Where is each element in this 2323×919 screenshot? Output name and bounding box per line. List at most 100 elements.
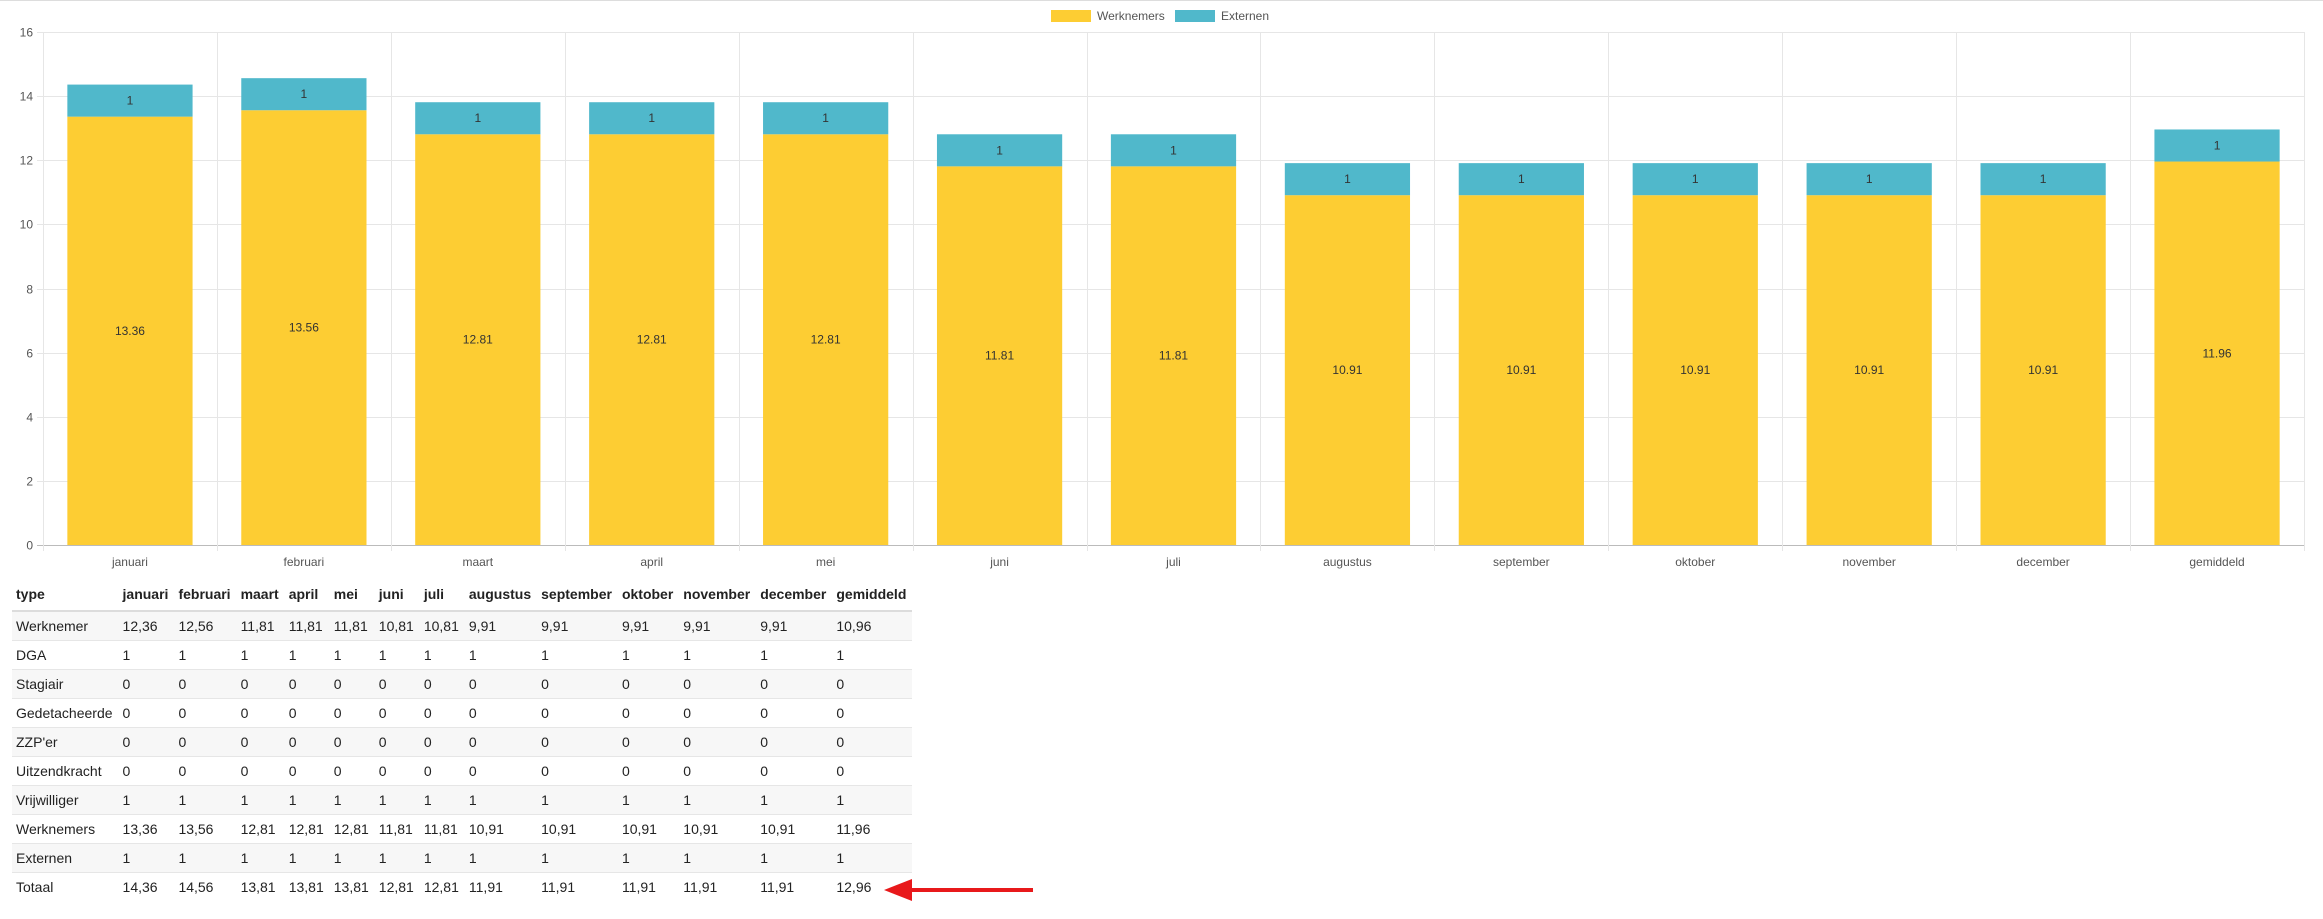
table-cell: 1 — [236, 640, 285, 670]
table-header-cell: augustus — [464, 578, 538, 612]
table-cell: 0 — [118, 669, 175, 699]
table-cell: 1 — [419, 843, 465, 873]
table-cell: 0 — [284, 698, 330, 728]
x-tick-label: augustus — [1323, 555, 1372, 569]
bar-label-werknemers: 11.81 — [1159, 349, 1188, 363]
table-cell: 1 — [679, 785, 757, 815]
table-cell: 0 — [756, 698, 833, 728]
y-tick-label: 12 — [20, 154, 34, 168]
bar-werknemers — [763, 134, 889, 546]
x-tick-label: december — [2016, 555, 2069, 569]
table-header-cell: januari — [118, 578, 175, 612]
table-cell: 1 — [374, 640, 420, 670]
table-cell: 12,81 — [419, 872, 465, 901]
bar-label-werknemers: 11.96 — [2202, 346, 2231, 360]
legend-label-externen: Externen — [1221, 9, 1269, 23]
table-cell: 0 — [756, 727, 833, 757]
table-cell: 9,91 — [756, 610, 833, 641]
table-cell: 1 — [118, 785, 175, 815]
table-cell: 10,91 — [756, 814, 833, 844]
table-cell: 0 — [679, 727, 757, 757]
table-cell: Externen — [12, 843, 119, 873]
y-tick-label: 14 — [20, 90, 34, 104]
x-tick-label: februari — [284, 555, 325, 569]
table-header-cell: oktober — [617, 578, 680, 612]
bar-label-werknemers: 10.91 — [1332, 363, 1362, 377]
table-cell: Gedetacheerde — [12, 698, 119, 728]
table-cell: 0 — [464, 727, 538, 757]
table-cell: 0 — [617, 756, 680, 786]
table-row: Vrijwilliger 1 1 1 1 1 1 1 1 1 1 1 1 1 — [12, 785, 913, 815]
y-tick-label: 0 — [26, 539, 33, 553]
table-cell: 13,81 — [284, 872, 330, 901]
table-cell: 1 — [374, 785, 420, 815]
table-cell: 12,81 — [374, 872, 420, 901]
table-cell: 0 — [464, 756, 538, 786]
table-cell: 1 — [832, 843, 913, 873]
x-tick-label: maart — [462, 555, 493, 569]
table-cell: 0 — [832, 698, 913, 728]
bar-label-werknemers: 12.81 — [463, 333, 493, 347]
table-cell: 13,81 — [329, 872, 375, 901]
table-cell: 1 — [756, 785, 833, 815]
bar-externen — [1632, 163, 1758, 196]
table-cell: 12,56 — [174, 610, 237, 641]
table-cell: Uitzendkracht — [12, 756, 119, 786]
table-cell: 0 — [617, 727, 680, 757]
table-cell: 1 — [118, 640, 175, 670]
bar-werknemers — [589, 134, 715, 546]
table-header-row: type januari februari maart april mei juni juli… — [12, 578, 913, 612]
table-cell: 12,81 — [236, 814, 285, 844]
y-tick-label: 10 — [20, 218, 34, 232]
table-header-cell: september — [537, 578, 618, 612]
bar-werknemers — [1980, 195, 2106, 545]
bar-label-werknemers: 13.36 — [115, 324, 145, 338]
table-header-cell: februari — [174, 578, 237, 612]
x-tick-label: november — [1843, 555, 1896, 569]
bar-werknemers — [241, 110, 367, 546]
table-cell: 0 — [537, 698, 618, 728]
table-header-cell: maart — [236, 578, 285, 612]
table-cell: Stagiair — [12, 669, 119, 699]
table-cell: 1 — [329, 640, 375, 670]
y-tick-label: 6 — [26, 347, 33, 361]
table-cell: 0 — [419, 698, 465, 728]
table-cell: 12,36 — [118, 610, 175, 641]
table-cell: 0 — [464, 698, 538, 728]
y-tick-label: 8 — [26, 283, 33, 297]
table-cell: 0 — [679, 756, 757, 786]
table-cell: 0 — [174, 669, 237, 699]
table-cell: 11,81 — [419, 814, 465, 844]
bar-werknemers — [415, 134, 541, 546]
bar-externen — [763, 102, 889, 135]
table-cell: 1 — [174, 640, 237, 670]
table-row: Gedetacheerde 0 0 0 0 0 0 0 0 0 0 0 0 0 — [12, 698, 913, 728]
table-cell: 13,81 — [236, 872, 285, 901]
table-cell: 11,91 — [464, 872, 538, 901]
table-cell: 10,91 — [537, 814, 618, 844]
x-tick-label: juni — [989, 555, 1009, 569]
table-cell: 1 — [284, 785, 330, 815]
table-cell: 0 — [236, 669, 285, 699]
table-header-cell: gemiddeld — [832, 578, 913, 612]
table-cell: 1 — [679, 843, 757, 873]
table-cell: Werknemer — [12, 610, 119, 641]
table-header-cell: november — [679, 578, 757, 612]
bar-werknemers — [1806, 195, 1932, 545]
table-cell: 9,91 — [464, 610, 538, 641]
table-cell: 1 — [756, 640, 833, 670]
table-cell: 0 — [617, 669, 680, 699]
table-row: Stagiair 0 0 0 0 0 0 0 0 0 0 0 0 0 — [12, 669, 913, 699]
table-cell: 0 — [374, 756, 420, 786]
table-header-cell: juni — [374, 578, 420, 612]
table-cell: 0 — [832, 669, 913, 699]
bar-label-externen: 1 — [648, 111, 655, 125]
bar-label-werknemers: 12.81 — [811, 333, 841, 347]
bar-externen — [67, 84, 193, 117]
legend-label-werknemers: Werknemers — [1097, 9, 1165, 23]
table-cell: 9,91 — [679, 610, 757, 641]
table-cell: 14,36 — [118, 872, 175, 901]
table-cell: 0 — [284, 727, 330, 757]
table-cell: 1 — [464, 843, 538, 873]
red-arrow-icon — [884, 879, 1033, 901]
